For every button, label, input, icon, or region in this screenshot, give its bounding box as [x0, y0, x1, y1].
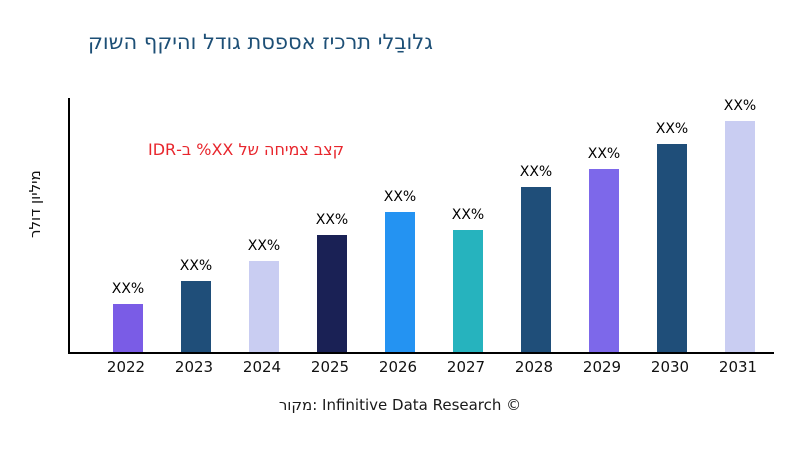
x-tick-2025: 2025 [310, 358, 350, 376]
bar-column-2029: XX% [570, 98, 638, 352]
bar-value-label: XX% [723, 98, 757, 114]
x-tick-2023: 2023 [174, 358, 214, 376]
bar-2023 [181, 280, 211, 352]
bar-column-2026: XX% [366, 98, 434, 352]
x-tick-2027: 2027 [446, 358, 486, 376]
bar-column-2027: XX% [434, 98, 502, 352]
bar-series: XX% XX% XX% XX% XX% XX% XX% XX% XX% XX% [70, 98, 774, 352]
bar-column-2030: XX% [638, 98, 706, 352]
x-tick-2028: 2028 [514, 358, 554, 376]
growth-annotation: קצב צמיחה של XX% ב-IDR [148, 140, 345, 159]
bar-value-label: XX% [315, 212, 349, 229]
bar-value-label: XX% [519, 163, 553, 180]
bar-value-label: XX% [179, 257, 213, 274]
bar-value-label: XX% [451, 207, 485, 224]
bar-2025 [317, 235, 347, 352]
bar-2029 [589, 169, 619, 352]
bar-value-label: XX% [383, 189, 417, 206]
bar-2031 [725, 121, 755, 352]
y-axis-label: מיליון דולר [26, 170, 44, 238]
bar-2022 [113, 303, 143, 352]
bar-2030 [657, 143, 687, 352]
bar-2028 [521, 186, 551, 352]
x-tick-2024: 2024 [242, 358, 282, 376]
x-tick-2029: 2029 [582, 358, 622, 376]
bar-column-2024: XX% [230, 98, 298, 352]
plot-area: XX% XX% XX% XX% XX% XX% XX% XX% XX% XX% [68, 98, 774, 354]
bar-value-label: XX% [111, 280, 145, 297]
bar-column-2031: XX% [706, 98, 774, 352]
bar-2024 [249, 260, 279, 352]
bar-2027 [453, 230, 483, 352]
x-tick-2030: 2030 [650, 358, 690, 376]
bar-value-label: XX% [655, 120, 689, 137]
bar-column-2022: XX% [94, 98, 162, 352]
source-caption: מקור: Infinitive Data Research © [278, 396, 522, 414]
bar-column-2025: XX% [298, 98, 366, 352]
bar-column-2023: XX% [162, 98, 230, 352]
x-tick-2026: 2026 [378, 358, 418, 376]
x-tick-2031: 2031 [718, 358, 758, 376]
bar-value-label: XX% [587, 146, 621, 163]
x-axis-labels: 2022 2023 2024 2025 2026 2027 2028 2029 2030 2031 [68, 358, 772, 376]
bar-column-2028: XX% [502, 98, 570, 352]
bar-value-label: XX% [247, 237, 281, 254]
x-tick-2022: 2022 [106, 358, 146, 376]
bar-2026 [385, 212, 415, 352]
chart-title: גלובַלי תרכיז אספסת גודל והיקף השוק [88, 30, 433, 54]
